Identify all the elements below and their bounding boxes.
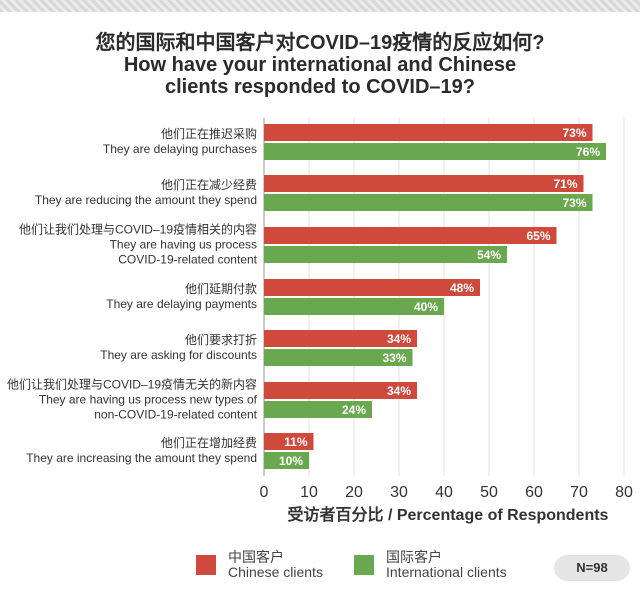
bar-chinese-0 (264, 124, 593, 141)
data-label-chinese-2: 65% (526, 229, 550, 243)
data-label-international-0: 76% (576, 145, 600, 159)
data-label-chinese-1: 71% (553, 177, 577, 191)
bar-international-4 (264, 349, 413, 366)
category-label-2-line-1: They are having us process (110, 238, 257, 252)
x-tick-label-10: 10 (300, 484, 318, 501)
x-tick-label-30: 30 (390, 484, 408, 501)
category-label-0-line-1: They are delaying purchases (103, 142, 257, 156)
data-label-international-1: 73% (562, 196, 586, 210)
data-label-chinese-0: 73% (562, 126, 586, 140)
data-label-chinese-5: 34% (387, 384, 411, 398)
bar-international-3 (264, 298, 444, 315)
data-label-international-5: 24% (342, 403, 366, 417)
chart-title-en-line2: clients responded to COVID–19? (164, 76, 476, 98)
bar-international-1 (264, 194, 593, 211)
legend-swatch-international (354, 555, 374, 575)
legend-label-chinese-en: Chinese clients (228, 564, 323, 580)
category-label-3-line-1: They are delaying payments (106, 297, 257, 311)
category-label-6-line-0: 他们正在增加经费 (161, 435, 257, 450)
bar-chinese-5 (264, 382, 417, 399)
chart-title: 您的国际和中国客户对COVID–19疫情的反应如何? How have your… (0, 32, 640, 98)
bar-international-6 (264, 452, 309, 469)
x-tick-label-20: 20 (345, 484, 363, 501)
category-label-3-line-0: 他们延期付款 (185, 281, 257, 296)
legend-label-chinese: 中国客户 Chinese clients (228, 550, 323, 580)
x-tick-label-80: 80 (615, 484, 633, 501)
x-tick-label-40: 40 (435, 484, 453, 501)
legend-label-chinese-zh: 中国客户 (228, 549, 284, 565)
data-label-chinese-3: 48% (450, 281, 474, 295)
bar-chinese-1 (264, 175, 584, 192)
category-label-4-line-0: 他们要求打折 (185, 332, 257, 347)
bar-chinese-3 (264, 279, 480, 296)
legend-label-intl-zh: 国际客户 (386, 549, 442, 565)
bar-chart: 0 10 20 30 40 50 60 70 80 受访者百分比 / Percentage of … (7, 118, 633, 524)
top-decorative-strip (0, 0, 640, 12)
bar-chinese-6 (264, 433, 314, 450)
data-label-chinese-4: 34% (387, 332, 411, 346)
data-label-international-6: 10% (279, 454, 303, 468)
chart-title-en-line1: How have your international and Chinese (123, 54, 517, 76)
category-label-4-line-1: They are asking for discounts (100, 348, 257, 362)
bar-international-2 (264, 246, 507, 263)
data-label-international-4: 33% (382, 351, 406, 365)
category-label-1-line-1: They are reducing the amount they spend (35, 193, 257, 207)
data-label-international-3: 40% (414, 300, 438, 314)
category-label-0-line-0: 他们正在推迟采购 (161, 126, 257, 141)
data-label-international-2: 54% (477, 248, 501, 262)
category-label-6-line-1: They are increasing the amount they spen… (26, 451, 257, 465)
sample-size-badge: N=98 (554, 555, 630, 581)
legend-label-international: 国际客户 International clients (386, 550, 507, 580)
x-axis-label: 受访者百分比 / Percentage of Respondents (288, 505, 609, 524)
category-label-5-line-2: non-COVID-19-related content (94, 408, 257, 422)
category-label-5-line-0: 他们让我们处理与COVID–19疫情无关的新内容 (7, 377, 257, 392)
x-tick-label-60: 60 (525, 484, 543, 501)
x-tick-label-70: 70 (570, 484, 588, 501)
x-tick-label-50: 50 (480, 484, 498, 501)
bar-chinese-2 (264, 227, 557, 244)
bar-international-5 (264, 401, 372, 418)
legend-label-intl-en: International clients (386, 564, 507, 580)
bar-chinese-4 (264, 330, 417, 347)
category-label-5-line-1: They are having us process new types of (39, 393, 258, 407)
category-label-2-line-0: 他们让我们处理与COVID–19疫情相关的内容 (19, 222, 257, 237)
category-label-2-line-2: COVID-19-related content (118, 253, 257, 267)
legend-swatch-chinese (196, 555, 216, 575)
bar-international-0 (264, 143, 606, 160)
x-tick-label-0: 0 (260, 484, 269, 501)
chart-title-zh: 您的国际和中国客户对COVID–19疫情的反应如何? (95, 32, 545, 54)
category-label-1-line-0: 他们正在减少经费 (161, 177, 257, 192)
data-label-chinese-6: 11% (284, 435, 308, 449)
